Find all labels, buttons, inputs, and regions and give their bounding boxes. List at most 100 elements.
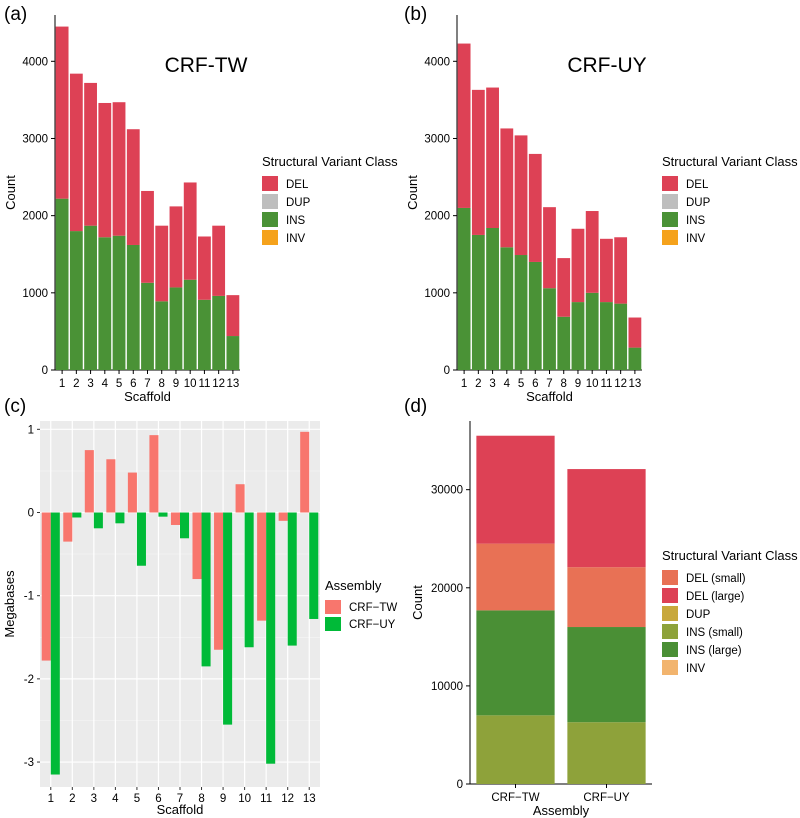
bar-ins <box>69 231 83 370</box>
bar-ins-large- <box>567 627 646 723</box>
x-tick-label: 12 <box>212 378 225 390</box>
legend-swatch <box>662 660 678 675</box>
legend-title: Structural Variant Class <box>262 154 398 169</box>
y-tick-label: 4000 <box>22 56 48 68</box>
bar-ins-large- <box>476 610 555 716</box>
bar-ins <box>155 301 169 370</box>
bar-del <box>98 102 112 238</box>
bar-crf-tw <box>214 512 224 650</box>
bar-ins <box>55 198 69 370</box>
legend-title: Structural Variant Class <box>662 154 798 169</box>
y-tick-label: 3000 <box>22 133 48 145</box>
bar-crf-tw <box>300 431 310 513</box>
bar-ins <box>198 299 211 370</box>
legend-item: INV <box>686 233 706 245</box>
bar-del <box>543 207 556 289</box>
legend-item: DEL <box>286 179 309 191</box>
bar-del <box>126 129 140 245</box>
legend-item: INV <box>686 663 706 675</box>
bar-crf-uy <box>180 512 190 539</box>
bar-ins <box>628 347 642 370</box>
panel-label: (d) <box>404 396 427 417</box>
y-axis-label: Megabases <box>2 570 17 638</box>
bar-crf-tw <box>192 512 202 580</box>
y-tick-label: 0 <box>42 365 48 377</box>
legend-swatch <box>662 230 678 245</box>
x-tick-label: 7 <box>144 378 150 390</box>
x-tick-label: 9 <box>173 378 179 390</box>
legend-swatch <box>262 212 278 227</box>
bar-crf-tw <box>84 450 94 513</box>
legend-item: DEL (large) <box>686 591 745 603</box>
legend-item: CRF−UY <box>349 619 396 631</box>
bar-del <box>212 225 226 296</box>
bar-ins <box>141 282 154 370</box>
y-tick-label: 20000 <box>431 583 463 595</box>
legend-item: DEL (small) <box>686 573 746 585</box>
x-tick-label: 3 <box>489 378 495 390</box>
bar-crf-uy <box>201 512 211 667</box>
chart-title: CRF-TW <box>165 54 248 77</box>
bar-del <box>571 228 585 303</box>
legend-swatch <box>662 606 678 621</box>
y-axis-label: Count <box>405 175 420 210</box>
x-tick-label: 2 <box>475 378 481 390</box>
legend-swatch <box>262 194 278 209</box>
legend-item: CRF−TW <box>349 602 397 614</box>
bar-ins <box>471 234 485 370</box>
y-tick-label: 3000 <box>424 133 450 145</box>
x-tick-label: 6 <box>532 378 538 390</box>
legend-swatch <box>662 642 678 657</box>
x-tick-label: 5 <box>116 378 122 390</box>
bar-ins <box>571 302 585 370</box>
panel-label: (b) <box>404 4 427 25</box>
y-axis-label: Count <box>3 175 18 210</box>
legend-title: Assembly <box>325 578 382 593</box>
legend-title: Structural Variant Class <box>662 548 798 563</box>
bar-ins <box>126 244 140 370</box>
legend-item: DUP <box>686 197 711 209</box>
x-tick-label: 5 <box>134 793 140 805</box>
y-tick-label: 2000 <box>22 211 48 223</box>
bar-ins <box>457 207 471 370</box>
bar-del <box>84 82 97 226</box>
legend-swatch <box>662 212 678 227</box>
bar-crf-tw <box>235 484 245 513</box>
bar-ins <box>98 237 112 370</box>
legend-item: INV <box>286 233 306 245</box>
y-tick-label: -2 <box>24 674 34 686</box>
legend-swatch <box>662 176 678 191</box>
x-axis-label: Scaffold <box>124 389 171 404</box>
bar-ins <box>212 295 226 370</box>
bar-ins <box>543 288 556 370</box>
bar-del-large- <box>567 469 646 568</box>
bar-crf-uy <box>223 512 233 725</box>
bar-del <box>169 206 183 288</box>
bar-del-small- <box>567 567 646 628</box>
bar-ins <box>226 336 240 370</box>
bar-del-small- <box>476 543 555 611</box>
bar-del <box>600 238 613 303</box>
legend-swatch <box>662 588 678 603</box>
x-tick-label: 13 <box>226 378 239 390</box>
x-tick-label: 1 <box>59 378 65 390</box>
legend-swatch <box>662 194 678 209</box>
legend-swatch <box>662 570 678 585</box>
bar-ins <box>486 228 499 370</box>
y-tick-label: 1000 <box>22 288 48 300</box>
bar-del <box>486 87 499 228</box>
x-tick-label: 11 <box>198 378 210 390</box>
bar-del <box>141 190 154 283</box>
bar-ins-small- <box>476 715 555 784</box>
bar-del <box>183 182 197 280</box>
y-tick-label: -3 <box>24 757 34 769</box>
legend-item: INS <box>686 215 706 227</box>
bar-del <box>155 225 169 302</box>
bar-crf-uy <box>93 512 103 529</box>
x-tick-label: 6 <box>130 378 136 390</box>
x-axis-label: Assembly <box>533 803 590 818</box>
bar-ins <box>84 225 97 370</box>
y-tick-label: 0 <box>444 365 450 377</box>
chart-title: CRF-UY <box>567 54 646 77</box>
